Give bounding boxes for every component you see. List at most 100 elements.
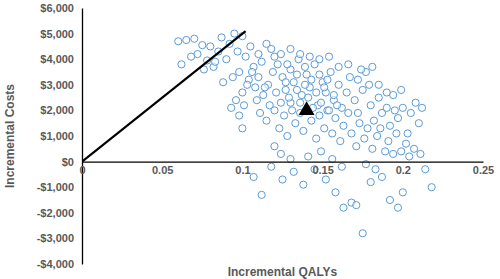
point — [255, 50, 262, 57]
point — [258, 58, 265, 65]
point — [415, 120, 422, 127]
point — [268, 163, 275, 170]
point — [212, 58, 219, 65]
point — [187, 53, 194, 60]
point — [301, 63, 308, 70]
point — [386, 196, 393, 203]
point — [327, 68, 334, 75]
point — [382, 148, 389, 155]
tick-label: -$4,000 — [37, 258, 74, 270]
point — [338, 163, 345, 170]
point — [191, 35, 198, 42]
point — [374, 132, 381, 139]
chart: -$4,000-$3,000-$2,000-$1,000$0$1,000$2,0… — [0, 0, 500, 279]
point — [308, 76, 315, 83]
point — [417, 150, 424, 157]
point — [287, 45, 294, 52]
point — [410, 145, 417, 152]
point — [289, 107, 296, 114]
point — [321, 84, 328, 91]
point — [231, 30, 238, 37]
point — [220, 79, 227, 86]
point — [316, 112, 323, 119]
y-axis-title: Incremental Costs — [3, 84, 17, 188]
point — [234, 48, 241, 55]
tick: 0.2 — [396, 162, 411, 177]
tick-label: -$3,000 — [37, 232, 74, 244]
tick-label: 0.15 — [312, 164, 333, 176]
point — [404, 130, 411, 137]
tick-label: $6,000 — [40, 2, 74, 14]
point — [316, 71, 323, 78]
point — [324, 76, 331, 83]
point — [402, 140, 409, 147]
point — [377, 125, 384, 132]
point — [394, 204, 401, 211]
point — [366, 81, 373, 88]
tick: 0.25 — [473, 162, 494, 177]
point — [293, 71, 300, 78]
point — [292, 120, 299, 127]
tick-label: -$2,000 — [37, 207, 74, 219]
point — [361, 135, 368, 142]
point — [398, 86, 405, 93]
point — [248, 68, 255, 75]
point — [300, 127, 307, 134]
point — [255, 74, 262, 81]
point — [282, 79, 289, 86]
point — [356, 120, 363, 127]
point — [398, 148, 405, 155]
point — [261, 84, 268, 91]
axis-line — [82, 9, 83, 265]
axis-line — [83, 161, 484, 162]
tick-label: -$1,000 — [37, 181, 74, 193]
point — [293, 86, 300, 93]
point — [406, 153, 413, 160]
tick: $3,000 — [40, 79, 82, 91]
tick-label: 0 — [79, 164, 85, 176]
point — [428, 184, 435, 191]
point — [333, 102, 340, 109]
point — [276, 125, 283, 132]
point — [284, 61, 291, 68]
point — [178, 61, 185, 68]
tick: -$3,000 — [37, 232, 82, 244]
point — [353, 202, 360, 209]
tick-label: 0.25 — [473, 164, 494, 176]
point — [252, 84, 259, 91]
tick: $5,000 — [40, 28, 82, 40]
tick-label: $3,000 — [40, 79, 74, 91]
point — [256, 109, 263, 116]
point — [354, 109, 361, 116]
point — [277, 50, 284, 57]
point — [348, 130, 355, 137]
point — [268, 45, 275, 52]
point — [313, 135, 320, 142]
point — [345, 61, 352, 68]
point — [301, 81, 308, 88]
tick: -$2,000 — [37, 207, 82, 219]
point — [385, 138, 392, 145]
point — [359, 230, 366, 237]
point — [340, 122, 347, 129]
point — [422, 166, 429, 173]
point — [218, 34, 225, 41]
point — [266, 102, 273, 109]
point — [290, 168, 297, 175]
point — [236, 112, 243, 119]
point — [393, 130, 400, 137]
point — [253, 97, 260, 104]
point — [281, 112, 288, 119]
point — [277, 150, 284, 157]
point — [282, 86, 289, 93]
point — [391, 107, 398, 114]
point — [383, 104, 390, 111]
tick-label: 0.1 — [235, 164, 250, 176]
point — [232, 97, 239, 104]
point — [378, 173, 385, 180]
point — [337, 138, 344, 145]
point — [335, 63, 342, 70]
tick: 0 — [79, 162, 85, 177]
tick-label: $2,000 — [40, 104, 74, 116]
tick: -$4,000 — [37, 258, 82, 270]
